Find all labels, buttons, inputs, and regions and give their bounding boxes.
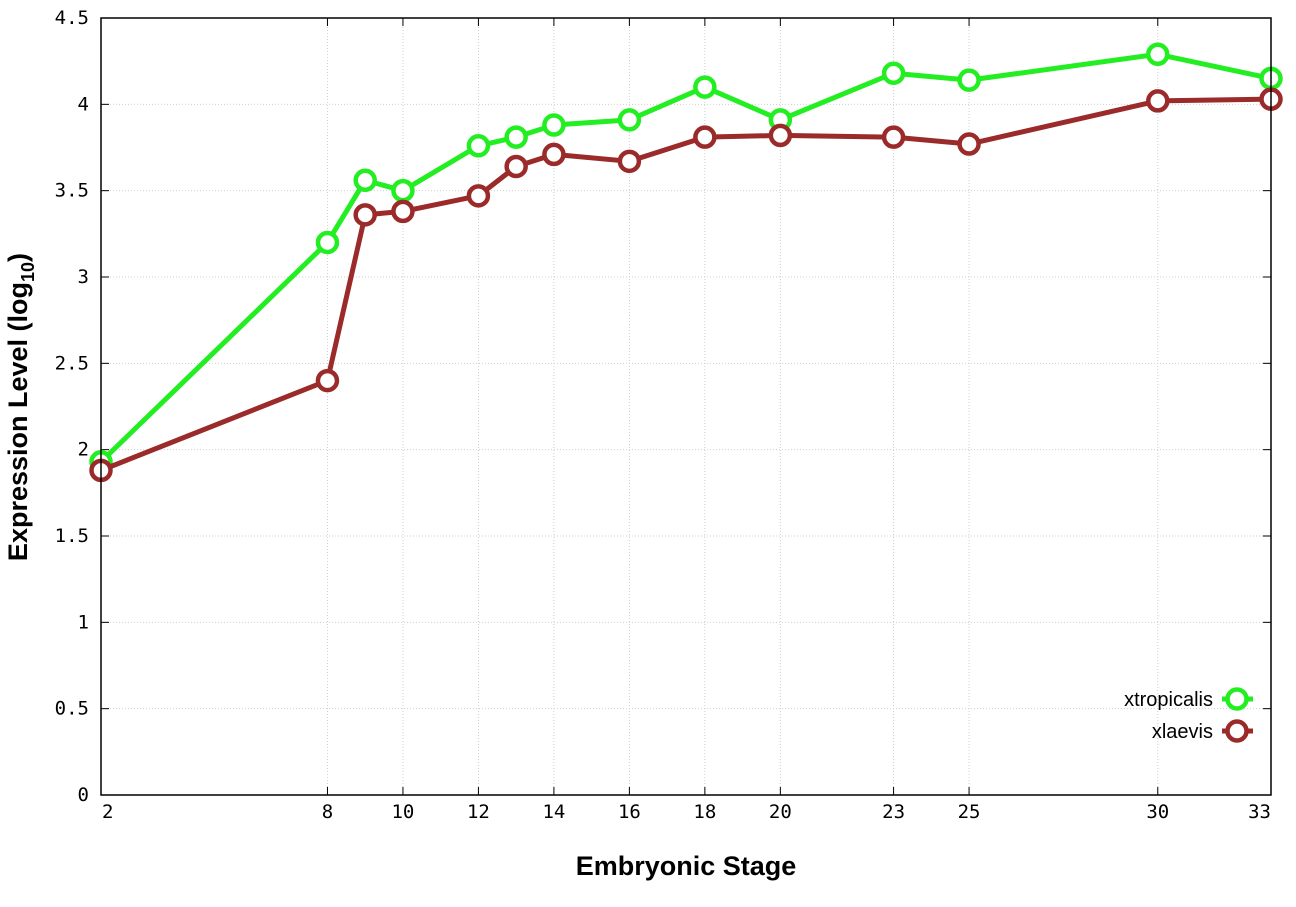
data-point-xtropicalis [693, 75, 717, 99]
legend-marker-swatch [1225, 687, 1249, 711]
y-tick-label: 1.5 [55, 525, 89, 547]
legend-label: xlaevis [1152, 721, 1213, 743]
x-tick-label: 2 [102, 801, 113, 823]
y-tick-label: 2.5 [55, 352, 89, 374]
data-point-xlaevis [353, 203, 377, 227]
data-point-xlaevis [504, 154, 528, 179]
data-point-xtropicalis [542, 113, 566, 137]
y-axis-title-main: Expression Level (log [3, 282, 33, 561]
data-point-xlaevis [1146, 89, 1170, 113]
data-point-xtropicalis [881, 61, 906, 86]
y-tick-label: 0.5 [55, 698, 89, 720]
data-point-xtropicalis [353, 168, 377, 193]
series-layer [89, 42, 1283, 483]
y-tick-label: 4 [78, 93, 89, 115]
y-tick-label: 2 [78, 439, 89, 461]
x-tick-label: 20 [769, 801, 792, 823]
plot-frame [100, 17, 1272, 796]
data-point-xtropicalis [504, 125, 528, 149]
data-point-xtropicalis [1146, 42, 1170, 67]
data-point-xlaevis [617, 149, 642, 174]
x-tick-label: 12 [467, 801, 490, 823]
y-tick-labels: 0 0.5 1 1.5 2 2.5 3 3.5 4 4.5 [55, 7, 89, 806]
y-tick-label: 4.5 [55, 7, 89, 29]
data-point-xlaevis [768, 123, 793, 148]
legend-marker-swatch [1225, 719, 1249, 743]
data-point-xlaevis [957, 132, 981, 156]
data-point-xlaevis [391, 199, 415, 224]
series-line-xlaevis [100, 96, 1272, 473]
x-axis-title: Embryonic Stage [576, 851, 797, 881]
y-axis-title-close: ) [3, 253, 33, 262]
data-point-xlaevis [542, 142, 566, 167]
legend: xtropicalis xlaevis [1124, 687, 1253, 743]
legend-item-xlaevis: xlaevis [1152, 719, 1253, 743]
series-xtropicalis [89, 42, 1283, 474]
x-tick-label: 33 [1248, 801, 1271, 823]
grid-lines [100, 17, 1272, 796]
x-tick-label: 16 [618, 801, 641, 823]
data-point-xlaevis [693, 125, 717, 149]
data-point-xtropicalis [957, 68, 981, 92]
data-point-xtropicalis [315, 230, 340, 255]
x-tick-label: 18 [693, 801, 716, 823]
data-point-xtropicalis [466, 134, 491, 158]
y-tick-label: 1 [78, 611, 89, 633]
series-xlaevis [89, 87, 1283, 483]
data-point-xlaevis [315, 368, 340, 393]
x-tick-label: 8 [322, 801, 333, 823]
y-tick-label: 0 [78, 784, 89, 806]
y-tick-label: 3.5 [55, 180, 89, 202]
data-point-xlaevis [466, 184, 491, 208]
axis-ticks [100, 17, 1272, 796]
x-tick-labels: 2 8 10 12 14 16 18 20 23 25 30 33 [102, 801, 1271, 823]
legend-item-xtropicalis: xtropicalis [1124, 687, 1253, 711]
data-point-xlaevis [881, 125, 906, 149]
y-axis-title-subscript: 10 [18, 262, 38, 282]
data-point-xtropicalis [391, 178, 415, 203]
data-point-xtropicalis [617, 108, 642, 132]
x-tick-label: 10 [391, 801, 414, 823]
y-tick-label: 3 [78, 266, 89, 288]
y-axis-title: Expression Level (log10) [3, 253, 38, 561]
x-tick-label: 30 [1146, 801, 1169, 823]
x-tick-label: 25 [958, 801, 981, 823]
x-tick-label: 23 [882, 801, 905, 823]
legend-label: xtropicalis [1124, 689, 1213, 711]
x-tick-label: 14 [542, 801, 565, 823]
